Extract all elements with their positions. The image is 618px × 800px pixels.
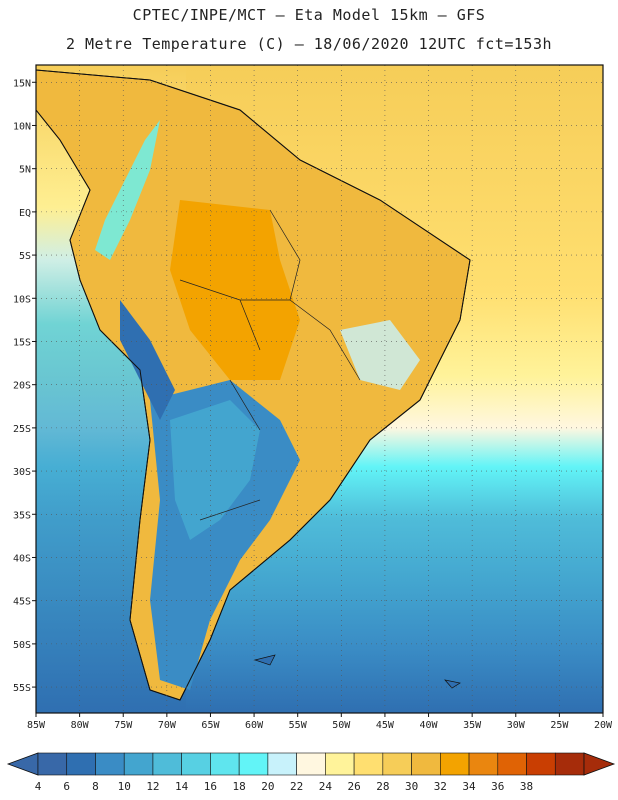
colorbar-under-arrow xyxy=(6,752,39,776)
colorbar-label: 32 xyxy=(434,780,447,793)
lon-tick-label: 45W xyxy=(376,720,395,731)
colorbar: 4 6 8 10 12 14 16 18 20 22 24 26 28 30 32 34 36 38 xyxy=(6,752,616,793)
coastline xyxy=(36,69,471,701)
colorbar-label: 34 xyxy=(462,780,476,793)
colorbar-swatch xyxy=(238,752,269,776)
falkland-islands xyxy=(253,654,461,689)
map-title-line2: 2 Metre Temperature (C) – 18/06/2020 12U… xyxy=(65,35,553,53)
lon-tick-label: 55W xyxy=(289,720,308,731)
lon-tick-label: 80W xyxy=(71,720,90,731)
colorbar-swatch xyxy=(267,752,297,776)
colorbar-swatch xyxy=(411,752,441,776)
colorbar-swatch xyxy=(468,752,499,776)
lon-tick-label: 50W xyxy=(332,720,351,731)
lon-tick-label: 35W xyxy=(463,720,482,731)
colorbar-swatch xyxy=(181,752,211,776)
lat-tick-label: 10N xyxy=(13,121,31,132)
lon-tick-label: 65W xyxy=(201,720,220,731)
lat-tick-label: 5S xyxy=(19,251,31,262)
colorbar-swatch xyxy=(440,752,470,776)
amazon-warm-region xyxy=(170,200,300,380)
lat-tick-label: 35S xyxy=(13,510,31,521)
colorbar-label: 30 xyxy=(405,780,418,793)
colorbar-swatch xyxy=(353,752,384,776)
colorbar-swatch xyxy=(296,752,326,776)
colorbar-label: 14 xyxy=(175,780,189,793)
colorbar-swatch xyxy=(325,752,355,776)
lat-tick-label: 5N xyxy=(19,165,31,176)
andes-cold-strip xyxy=(120,300,175,420)
country-borders xyxy=(179,209,361,521)
colorbar-swatch xyxy=(382,752,412,776)
lon-tick-label: 75W xyxy=(114,720,133,731)
colorbar-label: 24 xyxy=(319,780,333,793)
longitude-axis: 85W 80W 75W 70W 65W 60W 55W 50W 45W 40W 35W 30W 25W 2… xyxy=(27,713,613,731)
colorbar-label: 36 xyxy=(491,780,504,793)
lon-tick-label: 30W xyxy=(507,720,526,731)
colorbar-swatch xyxy=(526,752,556,776)
colorbar-label: 16 xyxy=(204,780,217,793)
colorbar-swatch xyxy=(123,752,154,776)
colorbar-label: 22 xyxy=(290,780,303,793)
lon-tick-label: 70W xyxy=(158,720,177,731)
lon-tick-label: 60W xyxy=(245,720,264,731)
lon-tick-label: 40W xyxy=(420,720,439,731)
lat-tick-label: 10S xyxy=(13,294,31,305)
map-title-line1: CPTEC/INPE/MCT – Eta Model 15km – GFS xyxy=(132,6,486,24)
colorbar-label: 12 xyxy=(146,780,159,793)
colorbar-swatch xyxy=(66,752,96,776)
colorbar-label: 26 xyxy=(347,780,360,793)
colorbar-label: 4 xyxy=(35,780,42,793)
map-frame xyxy=(35,64,604,714)
colorbar-label: 18 xyxy=(233,780,246,793)
lat-tick-label: 20S xyxy=(13,381,31,392)
map-field xyxy=(36,65,603,713)
colorbar-swatch xyxy=(37,752,68,776)
lat-lon-gridlines xyxy=(36,65,603,713)
colorbar-label: 8 xyxy=(92,780,99,793)
colorbar-swatch xyxy=(152,752,182,776)
lat-tick-label: 45S xyxy=(13,597,31,608)
colorbar-label: 10 xyxy=(118,780,131,793)
colorbar-label: 20 xyxy=(261,780,274,793)
lat-tick-label: EQ xyxy=(19,208,31,219)
lon-tick-label: 25W xyxy=(550,720,569,731)
colorbar-over-arrow xyxy=(583,752,616,776)
pampas-cool-region xyxy=(170,400,260,540)
lat-tick-label: 40S xyxy=(13,553,31,564)
lat-tick-label: 30S xyxy=(13,467,31,478)
andes-cool-strip xyxy=(95,120,160,260)
lat-tick-label: 15S xyxy=(13,337,31,348)
lat-tick-label: 15N xyxy=(13,78,31,89)
lon-tick-label: 20W xyxy=(594,720,613,731)
lat-tick-label: 55S xyxy=(13,683,31,694)
colorbar-swatch xyxy=(95,752,125,776)
temperature-map: 15N 10N 5N EQ 5S 10S 15S 20S 25S 30S 35S 40S 45S 50S 5… xyxy=(13,64,613,731)
lat-tick-label: 50S xyxy=(13,640,31,651)
colorbar-swatch xyxy=(554,752,585,776)
highlands-cool-patch xyxy=(340,320,420,390)
colorbar-label: 6 xyxy=(63,780,70,793)
latitude-axis: 15N 10N 5N EQ 5S 10S 15S 20S 25S 30S 35S 40S 45S 50S 5… xyxy=(13,78,36,694)
lon-tick-label: 85W xyxy=(27,720,46,731)
colorbar-label: 28 xyxy=(376,780,389,793)
lat-tick-label: 25S xyxy=(13,424,31,435)
colorbar-label: 38 xyxy=(520,780,533,793)
colorbar-swatch xyxy=(497,752,527,776)
colorbar-swatch xyxy=(210,752,240,776)
